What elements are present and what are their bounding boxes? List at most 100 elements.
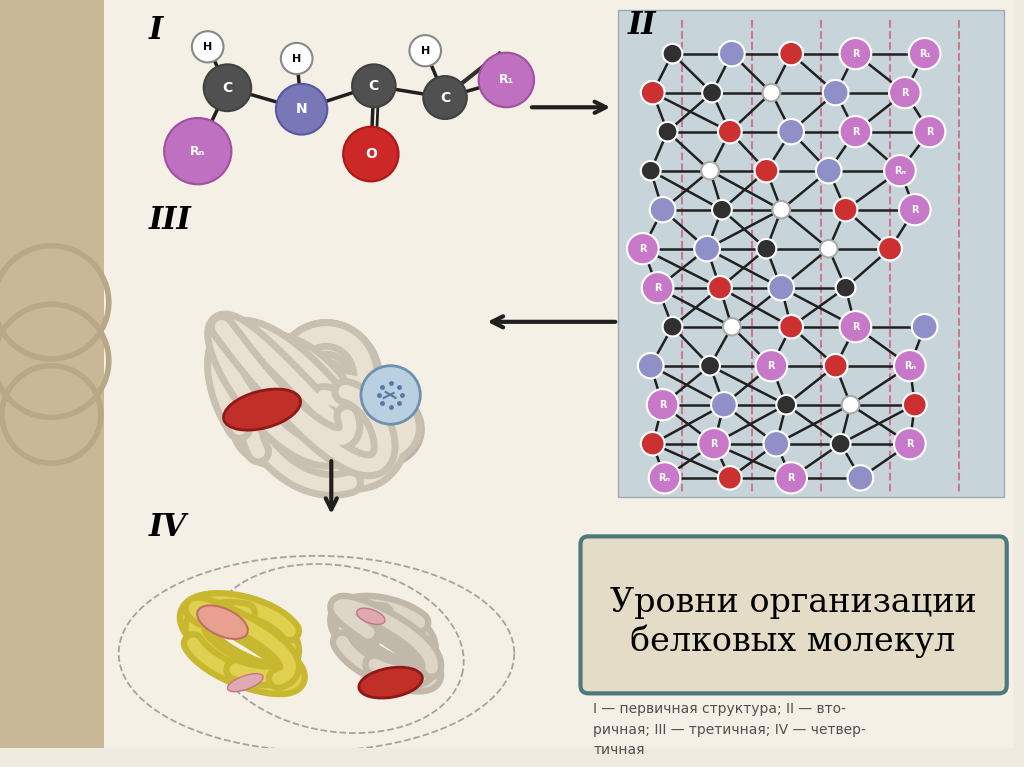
Circle shape	[840, 38, 871, 69]
Ellipse shape	[227, 673, 263, 692]
Circle shape	[708, 276, 732, 299]
Circle shape	[663, 317, 682, 337]
Text: C: C	[222, 81, 232, 95]
Ellipse shape	[198, 605, 248, 639]
Circle shape	[894, 428, 926, 459]
Text: I: I	[148, 15, 163, 46]
Circle shape	[879, 237, 902, 260]
Text: R: R	[906, 439, 913, 449]
Circle shape	[657, 122, 678, 141]
Circle shape	[650, 197, 676, 222]
Circle shape	[712, 200, 732, 219]
Circle shape	[641, 432, 665, 456]
Text: R₁: R₁	[499, 74, 514, 87]
Text: O: O	[365, 147, 377, 161]
Circle shape	[768, 275, 795, 301]
Circle shape	[642, 272, 674, 303]
Circle shape	[361, 366, 420, 424]
Circle shape	[281, 43, 312, 74]
Circle shape	[778, 119, 804, 144]
Text: R: R	[852, 48, 859, 58]
Ellipse shape	[356, 608, 385, 624]
Circle shape	[352, 64, 395, 107]
Text: R: R	[639, 244, 646, 254]
Circle shape	[840, 311, 871, 342]
Circle shape	[836, 278, 855, 298]
Text: H: H	[292, 54, 301, 64]
Circle shape	[627, 233, 658, 265]
Circle shape	[641, 81, 665, 104]
Circle shape	[275, 84, 328, 134]
Circle shape	[834, 198, 857, 222]
Text: R: R	[852, 127, 859, 137]
Text: Rₙ: Rₙ	[904, 360, 915, 370]
Circle shape	[903, 393, 927, 416]
Circle shape	[913, 116, 945, 147]
Circle shape	[763, 84, 780, 101]
Text: R: R	[711, 439, 718, 449]
Bar	[103, 0, 1013, 748]
Circle shape	[830, 434, 851, 453]
Text: белковых молекул: белковых молекул	[631, 625, 955, 658]
Circle shape	[884, 155, 915, 186]
Text: II: II	[628, 10, 656, 41]
Circle shape	[899, 194, 931, 225]
Circle shape	[764, 431, 790, 456]
Circle shape	[909, 38, 940, 69]
Text: Rₙ: Rₙ	[190, 145, 206, 158]
Circle shape	[164, 118, 231, 184]
Circle shape	[779, 42, 803, 65]
Circle shape	[649, 463, 680, 493]
Text: N: N	[296, 102, 307, 117]
Circle shape	[840, 116, 871, 147]
Circle shape	[889, 77, 921, 108]
Circle shape	[775, 463, 807, 493]
Circle shape	[757, 239, 776, 258]
Text: Rₙ: Rₙ	[658, 472, 671, 483]
Text: Rₙ: Rₙ	[894, 166, 906, 176]
Circle shape	[663, 44, 682, 64]
Circle shape	[842, 396, 859, 413]
Text: R: R	[926, 127, 933, 137]
Bar	[618, 10, 1004, 497]
Circle shape	[816, 158, 842, 183]
Circle shape	[410, 35, 441, 66]
Ellipse shape	[358, 667, 422, 698]
Text: H: H	[421, 46, 430, 56]
Circle shape	[647, 389, 679, 420]
Circle shape	[702, 83, 722, 103]
Circle shape	[638, 353, 664, 378]
Circle shape	[894, 350, 926, 381]
Circle shape	[718, 466, 741, 489]
Bar	[0, 0, 103, 748]
Text: R₁: R₁	[919, 48, 931, 58]
Circle shape	[700, 356, 720, 376]
Text: I — первичная структура; II — вто-
ричная; III — третичная; IV — четвер-
тичная: I — первичная структура; II — вто- рична…	[593, 702, 866, 757]
Text: C: C	[369, 79, 379, 93]
Circle shape	[641, 161, 660, 180]
Circle shape	[711, 392, 736, 417]
Text: R: R	[654, 283, 662, 293]
Text: R: R	[658, 400, 667, 410]
Text: R: R	[787, 472, 795, 483]
Circle shape	[755, 159, 778, 183]
Circle shape	[204, 64, 251, 111]
Circle shape	[723, 318, 740, 335]
Ellipse shape	[223, 389, 301, 430]
Text: R: R	[852, 321, 859, 331]
Circle shape	[343, 127, 398, 181]
Circle shape	[719, 41, 744, 66]
FancyBboxPatch shape	[581, 536, 1007, 693]
Text: III: III	[148, 206, 191, 236]
Circle shape	[779, 315, 803, 338]
Circle shape	[823, 354, 848, 377]
Text: R: R	[901, 87, 908, 97]
Circle shape	[698, 428, 730, 459]
Circle shape	[191, 31, 223, 62]
Text: R: R	[768, 360, 775, 370]
Circle shape	[423, 76, 467, 119]
Circle shape	[911, 314, 938, 339]
Text: C: C	[440, 91, 451, 104]
Circle shape	[756, 350, 787, 381]
Circle shape	[701, 162, 719, 179]
